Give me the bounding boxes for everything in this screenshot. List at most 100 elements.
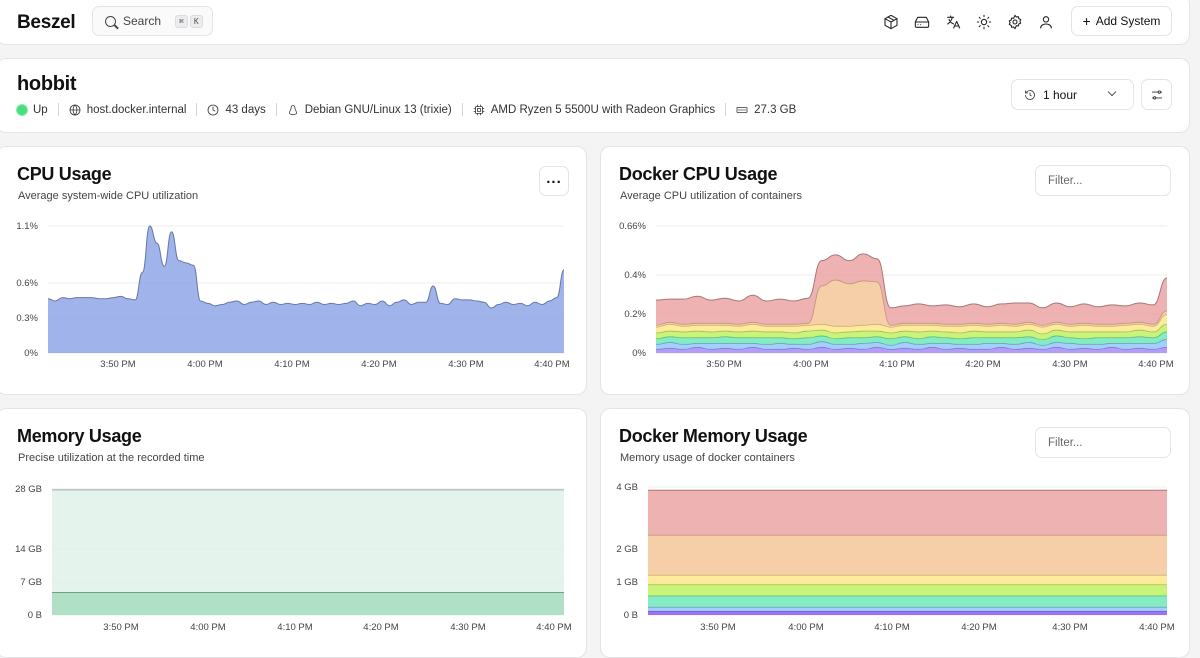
kbd-k: K bbox=[189, 14, 203, 28]
series-line bbox=[47, 225, 565, 309]
docker-memory-chart: 4 GB 2 GB 1 GB 0 B 3:50 PM 4:00 PM 4:10 PM 4:20… bbox=[616, 482, 1174, 633]
docker-cpu-filter-input[interactable] bbox=[1035, 165, 1171, 196]
system-info-panel: hobbit Up host.docker.internal 43 days D… bbox=[0, 58, 1190, 133]
y-tick-label: 0.66% bbox=[619, 221, 646, 232]
series-area bbox=[648, 535, 1167, 575]
globe-icon bbox=[69, 104, 81, 115]
x-tick-label: 4:30 PM bbox=[448, 359, 483, 370]
y-tick-label: 4 GB bbox=[616, 482, 638, 493]
y-tick-label: 0.3% bbox=[16, 313, 38, 324]
x-tick-label: 4:30 PM bbox=[1052, 359, 1087, 370]
x-tick-label: 3:50 PM bbox=[700, 622, 735, 633]
top-icons bbox=[881, 12, 1055, 31]
status-dot-icon bbox=[17, 104, 27, 115]
x-tick-label: 4:10 PM bbox=[879, 359, 914, 370]
x-tick-label: 4:40 PM bbox=[534, 359, 569, 370]
series-area bbox=[648, 575, 1167, 585]
series-line bbox=[655, 253, 1168, 309]
docker-memory-filter-input[interactable] bbox=[1035, 427, 1171, 458]
x-tick-label: 4:20 PM bbox=[363, 622, 398, 633]
user-icon[interactable] bbox=[1036, 12, 1055, 31]
app-logo[interactable]: Beszel bbox=[17, 12, 76, 33]
docker-cpu-title: Docker CPU Usage bbox=[619, 164, 778, 184]
x-tick-label: 4:00 PM bbox=[788, 622, 823, 633]
time-range-value: 1 hour bbox=[1043, 87, 1078, 102]
y-tick-label: 1 GB bbox=[616, 577, 638, 588]
docker-cpu-card: Docker CPU Usage Average CPU utilization… bbox=[600, 146, 1190, 395]
memory-usage-title: Memory Usage bbox=[17, 426, 142, 446]
chart-settings-button[interactable] bbox=[1141, 79, 1172, 110]
cpu-usage-title: CPU Usage bbox=[17, 164, 112, 184]
cpu-usage-chart: 1.1% 0.6% 0.3% 0% 3:50 PM 4:00 PM 4:10 PM 4:20 … bbox=[16, 221, 569, 370]
system-details: Up host.docker.internal 43 days Debian G… bbox=[17, 103, 796, 116]
search-icon bbox=[105, 15, 116, 27]
memory-usage-card: Memory Usage Precise utilization at the … bbox=[0, 408, 587, 658]
more-options-button[interactable]: ... bbox=[539, 166, 569, 196]
y-tick-label: 7 GB bbox=[20, 577, 42, 588]
memory-usage-subtitle: Precise utilization at the recorded time bbox=[18, 452, 205, 464]
hard-drive-icon[interactable] bbox=[912, 12, 931, 31]
series-area bbox=[648, 607, 1167, 612]
kbd-cmd: ⌘ bbox=[175, 14, 188, 28]
series-area bbox=[52, 592, 564, 615]
docker-memory-title: Docker Memory Usage bbox=[619, 426, 808, 446]
x-tick-label: 4:40 PM bbox=[536, 622, 571, 633]
add-system-label: Add System bbox=[1095, 14, 1161, 28]
os-text: Debian GNU/Linux 13 (trixie) bbox=[304, 103, 452, 116]
y-tick-label: 0% bbox=[632, 348, 646, 359]
time-range-select[interactable]: 1 hour bbox=[1011, 79, 1134, 110]
sliders-icon bbox=[1151, 89, 1162, 100]
gear-icon[interactable] bbox=[1005, 12, 1024, 31]
package-icon[interactable] bbox=[881, 12, 900, 31]
memory-icon bbox=[736, 106, 748, 113]
search-button[interactable]: Search ⌘ K bbox=[92, 6, 213, 36]
docker-memory-subtitle: Memory usage of docker containers bbox=[620, 452, 795, 464]
series-area bbox=[648, 595, 1167, 607]
y-tick-label: 1.1% bbox=[16, 221, 38, 232]
x-tick-label: 4:20 PM bbox=[965, 359, 1000, 370]
languages-icon[interactable] bbox=[943, 12, 962, 31]
x-tick-label: 3:50 PM bbox=[100, 359, 135, 370]
x-tick-label: 3:50 PM bbox=[103, 622, 138, 633]
series-area bbox=[656, 339, 1167, 350]
add-system-button[interactable]: + Add System bbox=[1071, 6, 1172, 36]
plus-icon: + bbox=[1082, 13, 1091, 29]
x-tick-label: 4:30 PM bbox=[1052, 622, 1087, 633]
cpu-text: AMD Ryzen 5 5500U with Radeon Graphics bbox=[490, 103, 716, 116]
series-area bbox=[48, 226, 564, 353]
x-tick-label: 4:30 PM bbox=[450, 622, 485, 633]
x-tick-label: 4:20 PM bbox=[361, 359, 396, 370]
x-tick-label: 3:50 PM bbox=[706, 359, 741, 370]
y-tick-label: 0.4% bbox=[624, 270, 646, 281]
status-text: Up bbox=[33, 103, 48, 116]
search-shortcut: ⌘ K bbox=[175, 14, 203, 28]
y-tick-label: 0% bbox=[24, 348, 38, 359]
series-area bbox=[648, 490, 1167, 535]
series-area bbox=[656, 331, 1167, 346]
y-tick-label: 2 GB bbox=[616, 544, 638, 555]
docker-cpu-subtitle: Average CPU utilization of containers bbox=[620, 190, 803, 202]
chevron-down-icon bbox=[1107, 87, 1117, 97]
y-tick-label: 28 GB bbox=[15, 484, 42, 495]
x-tick-label: 4:00 PM bbox=[793, 359, 828, 370]
memory-usage-chart: 28 GB 14 GB 7 GB 0 B 3:50 PM 4:00 PM 4:10 PM 4:… bbox=[15, 484, 572, 633]
x-tick-label: 4:10 PM bbox=[277, 622, 312, 633]
y-tick-label: 0.2% bbox=[624, 309, 646, 320]
cpu-icon bbox=[473, 104, 485, 115]
uptime-text: 43 days bbox=[225, 103, 266, 116]
x-tick-label: 4:00 PM bbox=[190, 622, 225, 633]
series-area bbox=[52, 489, 564, 615]
docker-cpu-chart: 0.66% 0.4% 0.2% 0% 3:50 PM 4:00 PM 4:10 PM 4:20… bbox=[619, 221, 1174, 370]
x-tick-label: 4:10 PM bbox=[874, 622, 909, 633]
x-tick-label: 4:00 PM bbox=[187, 359, 222, 370]
sun-icon[interactable] bbox=[974, 12, 993, 31]
x-tick-label: 4:20 PM bbox=[961, 622, 996, 633]
search-label: Search bbox=[123, 14, 162, 28]
history-icon bbox=[1025, 89, 1035, 100]
linux-icon bbox=[288, 104, 297, 115]
clock-icon bbox=[208, 104, 219, 115]
docker-memory-card: Docker Memory Usage Memory usage of dock… bbox=[600, 408, 1190, 658]
series-area bbox=[656, 314, 1167, 334]
system-name: hobbit bbox=[17, 73, 77, 95]
y-tick-label: 14 GB bbox=[15, 544, 42, 555]
